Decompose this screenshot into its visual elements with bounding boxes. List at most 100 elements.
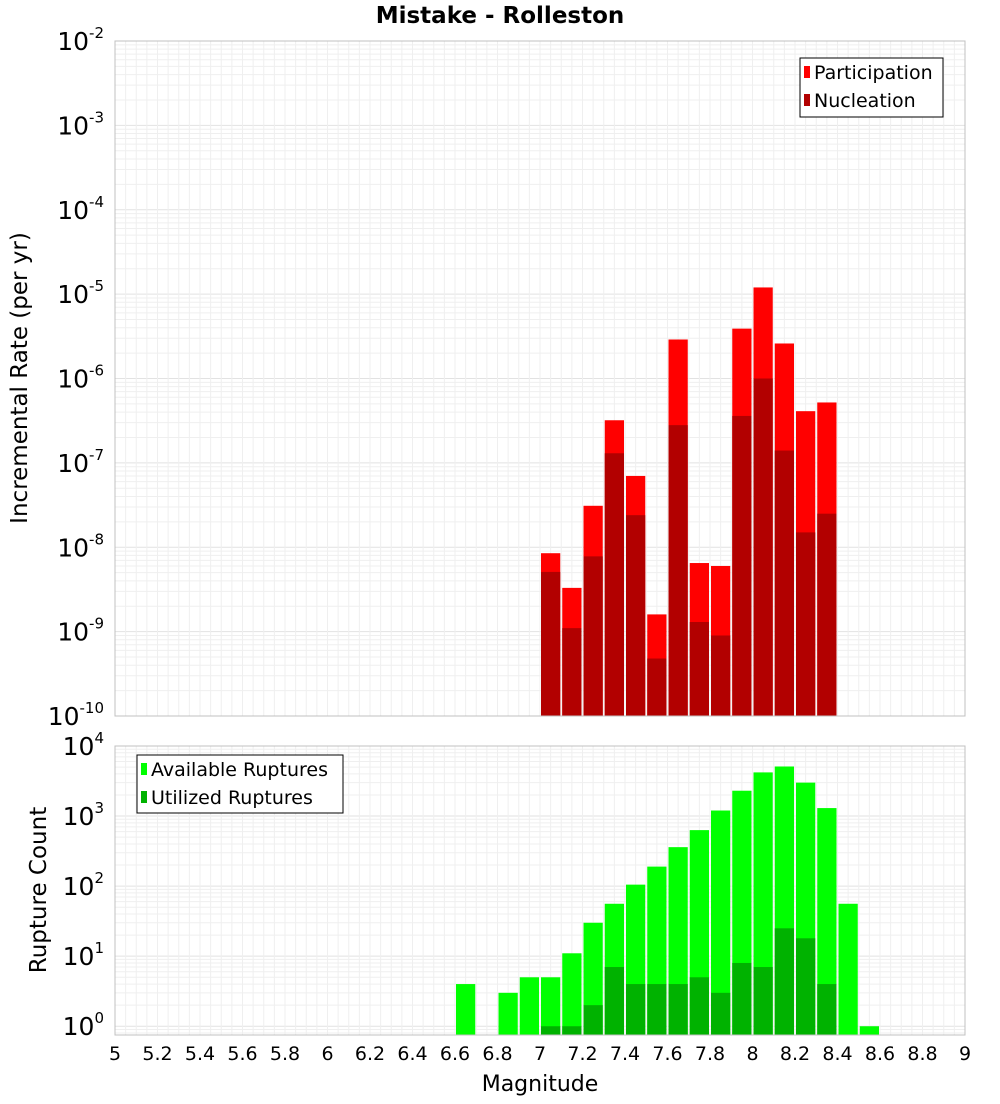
bar [859,1026,879,1035]
series-nucleation [541,378,837,716]
legend-swatch [804,94,810,106]
bar [541,977,561,1035]
y-tick-base: 10 [57,280,89,309]
grid [114,41,966,717]
y-tick-base: 10 [57,111,89,140]
bar [604,967,624,1035]
bar [668,425,688,716]
bar [817,808,837,1035]
y-axis-label: Incremental Rate (per yr) [7,232,33,524]
y-tick-base: 10 [57,196,89,225]
legend-swatch [141,791,147,803]
bar [774,928,794,1035]
bar [498,992,518,1035]
x-tick-label: 5.4 [185,1043,215,1065]
bar [647,984,667,1035]
legend-swatch [804,66,810,78]
bar [838,903,858,1035]
legend-label: Nucleation [814,90,916,112]
x-tick-label: 7.6 [652,1043,682,1065]
panel-1: 10-210-310-410-510-610-710-810-910-10Inc… [7,24,966,731]
y-tick-exponent: 2 [94,869,104,887]
y-tick-base: 10 [57,27,89,56]
x-tick-label: 9 [959,1043,971,1065]
x-tick-label: 7 [534,1043,546,1065]
y-tick-exponent: -4 [89,193,104,211]
bar [711,992,731,1035]
x-axis-label: Magnitude [482,1072,599,1097]
bar [817,513,837,716]
y-tick-label: 10-7 [57,446,104,478]
y-tick-exponent: -7 [89,446,104,464]
x-tick-label: 8 [746,1043,758,1065]
bar [753,967,773,1035]
bar [711,635,731,716]
bar [796,532,816,716]
bar [796,938,816,1035]
y-tick-label: 10-4 [57,193,104,225]
bar [626,515,646,716]
y-tick-exponent: -6 [89,362,104,380]
y-tick-exponent: 3 [94,799,104,817]
bar [519,977,539,1035]
bar [562,1026,582,1035]
y-tick-base: 10 [48,702,80,731]
y-tick-exponent: 4 [94,729,104,747]
legend-box [799,57,944,118]
legend-label: Available Ruptures [151,759,328,781]
bar [541,571,561,716]
bar [583,556,603,716]
y-tick-exponent: -10 [80,699,105,717]
x-tick-label: 5.6 [227,1043,257,1065]
x-tick-label: 5.8 [270,1043,300,1065]
y-tick-exponent: -5 [89,277,104,295]
x-tick-label: 6.4 [397,1043,427,1065]
bar [753,378,773,716]
chart-title: Mistake - Rolleston [376,3,625,29]
y-tick-exponent: -3 [89,108,104,126]
x-tick-label: 6 [321,1043,333,1065]
y-tick-label: 10-8 [57,530,104,562]
y-tick-label: 10-9 [57,615,104,647]
legend-label: Utilized Ruptures [151,787,313,809]
bar [562,628,582,716]
x-tick-label: 7.2 [567,1043,597,1065]
y-tick-base: 10 [63,802,95,831]
plot-frame [114,40,966,717]
y-tick-label: 10-2 [57,24,104,56]
y-tick-base: 10 [57,365,89,394]
y-tick-base: 10 [63,1012,95,1041]
y-tick-exponent: 0 [94,1009,104,1027]
y-tick-label: 10-6 [57,362,104,394]
bar [626,984,646,1035]
bar [668,984,688,1035]
x-tick-label: 8.4 [822,1043,852,1065]
legend-box [136,754,344,814]
y-tick-label: 104 [63,729,104,761]
legend-swatch [141,763,147,775]
y-tick-base: 10 [57,533,89,562]
bar [732,415,752,716]
bar [583,1005,603,1035]
bar [817,984,837,1035]
bar [774,450,794,716]
legend: Available Ruptures Utilized Ruptures [136,754,344,814]
y-tick-base: 10 [63,732,95,761]
bar [689,977,709,1035]
bar [456,984,476,1035]
bar [711,810,731,1035]
bar [562,953,582,1035]
series-utilized-ruptures [541,928,837,1035]
y-tick-label: 102 [63,869,104,901]
x-tick-label: 8.2 [780,1043,810,1065]
y-tick-base: 10 [63,872,95,901]
y-tick-label: 10-10 [48,699,104,731]
x-tick-label: 8.8 [907,1043,937,1065]
y-tick-label: 101 [63,939,104,971]
x-tick-label: 6.2 [355,1043,385,1065]
x-tick-label: 5 [109,1043,121,1065]
plot-frame [114,745,966,1036]
